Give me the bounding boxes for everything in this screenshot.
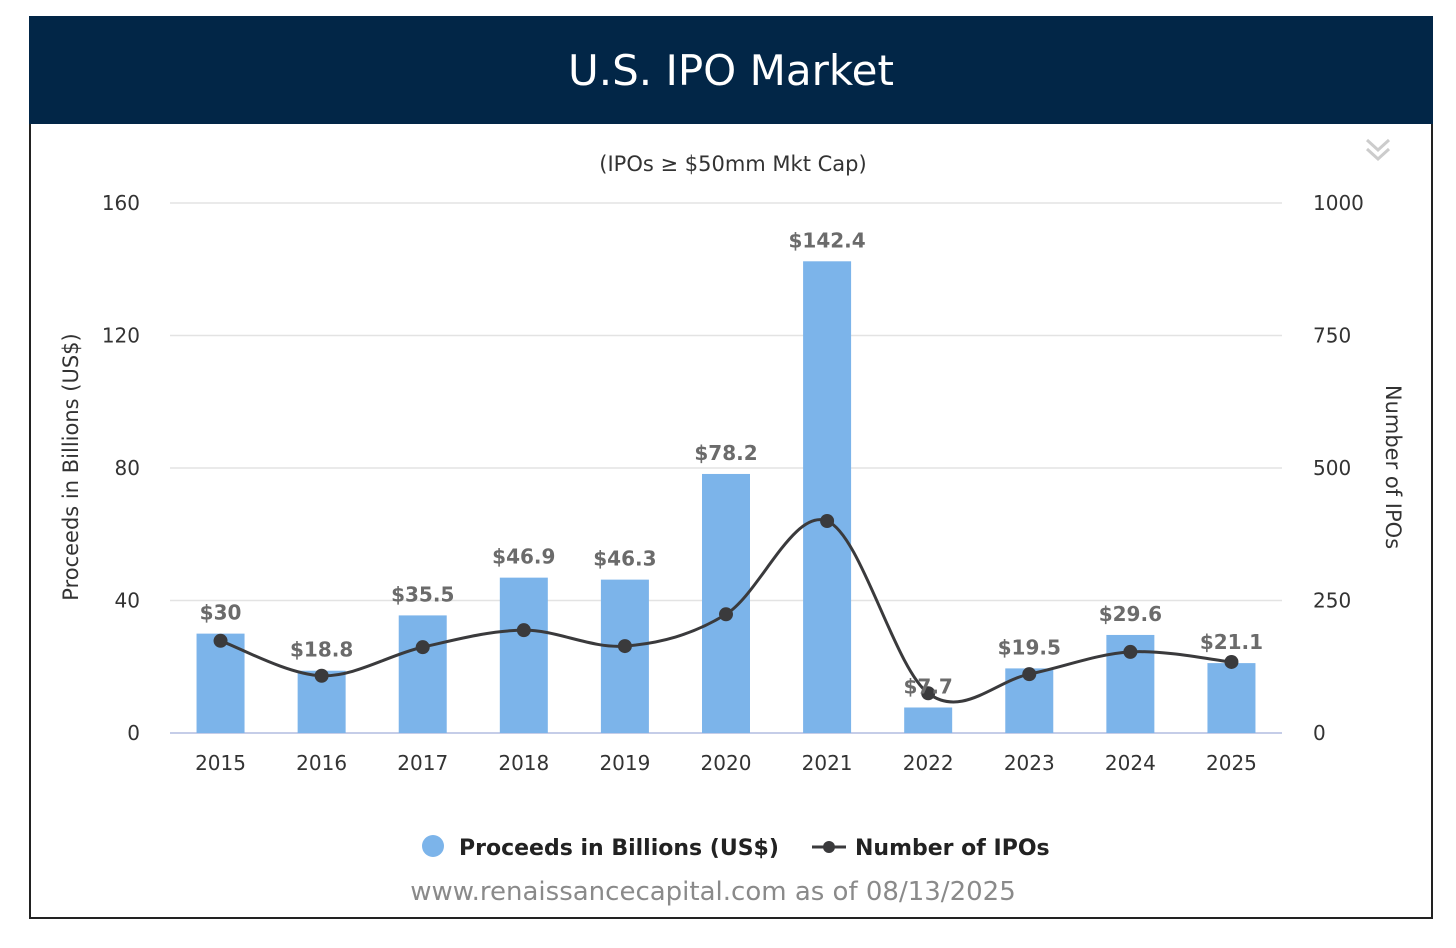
double-chevron-down-icon xyxy=(1365,138,1391,162)
ipo-count-point xyxy=(1224,654,1239,669)
x-tick-label: 2023 xyxy=(1004,751,1055,775)
y2-tick-label: 0 xyxy=(1313,721,1326,745)
ipo-count-point xyxy=(820,514,835,528)
legend-label: Number of IPOs xyxy=(855,836,1050,861)
y-tick-label: 40 xyxy=(115,589,140,613)
legend-item-ipos[interactable]: Number of IPOs xyxy=(812,836,1050,861)
data-label: $19.5 xyxy=(998,635,1061,659)
data-label: $46.9 xyxy=(492,545,555,569)
x-tick-label: 2016 xyxy=(296,751,347,775)
x-tick-label: 2019 xyxy=(599,751,650,775)
legend-marker xyxy=(823,841,835,853)
x-tick-label: 2015 xyxy=(195,751,246,775)
y2-tick-label: 1000 xyxy=(1313,191,1364,215)
ipo-count-point xyxy=(617,639,632,654)
bar xyxy=(499,577,548,733)
menu-button[interactable] xyxy=(1365,138,1391,162)
x-tick-label: 2021 xyxy=(802,751,853,775)
y-tick-label: 160 xyxy=(102,191,140,215)
ipo-count-line xyxy=(220,518,1232,704)
bar xyxy=(702,473,750,733)
y-tick-label: 80 xyxy=(115,456,140,480)
source-note: www.renaissancecapital.com as of 08/13/2… xyxy=(410,877,1016,907)
legend-label: Proceeds in Billions (US$) xyxy=(459,836,779,861)
data-label: $30 xyxy=(200,601,242,625)
bar xyxy=(196,633,245,733)
data-label: $7.7 xyxy=(904,674,953,698)
x-tick-label: 2024 xyxy=(1105,751,1156,775)
legend-bar-swatch xyxy=(422,835,444,857)
y-tick-label: 0 xyxy=(127,721,140,745)
ipo-count-point xyxy=(314,668,329,683)
data-label: $142.4 xyxy=(788,228,865,252)
legend-item-proceeds[interactable]: Proceeds in Billions (US$) xyxy=(422,835,779,861)
ipo-count-point xyxy=(516,623,531,638)
x-tick-label: 2017 xyxy=(397,751,448,775)
bar xyxy=(600,579,649,733)
ipo-count-point xyxy=(719,607,733,622)
chart-title: U.S. IPO Market xyxy=(29,16,1433,124)
y2-axis-label: Number of IPOs xyxy=(1381,385,1405,549)
bar xyxy=(904,707,953,733)
data-label: $46.3 xyxy=(593,547,656,571)
y2-tick-label: 750 xyxy=(1313,324,1351,348)
data-label: $78.2 xyxy=(694,441,757,465)
legend: Proceeds in Billions (US$) Number of IPO… xyxy=(422,835,1050,861)
data-label: $35.5 xyxy=(391,582,454,606)
bar xyxy=(803,261,852,733)
data-label: $29.6 xyxy=(1099,602,1162,626)
y-axis-label: Proceeds in Billions (US$) xyxy=(59,333,83,600)
ipo-count-point xyxy=(921,686,936,701)
bar xyxy=(398,615,447,733)
ipo-count-point xyxy=(415,640,430,655)
bar xyxy=(1207,663,1256,733)
ipo-count-point xyxy=(213,633,228,648)
x-tick-label: 2025 xyxy=(1206,751,1257,775)
y2-tick-label: 250 xyxy=(1313,589,1351,613)
ipo-count-point xyxy=(1123,644,1138,659)
data-label: $21.1 xyxy=(1200,630,1263,654)
data-label: $18.8 xyxy=(290,638,353,662)
y2-tick-label: 500 xyxy=(1313,456,1351,480)
ipo-count-point xyxy=(1022,667,1037,682)
chart-subtitle: (IPOs ≥ $50mm Mkt Cap) xyxy=(599,152,866,176)
y-tick-label: 120 xyxy=(102,324,140,348)
x-tick-label: 2020 xyxy=(701,751,752,775)
x-tick-label: 2022 xyxy=(903,751,954,775)
x-tick-label: 2018 xyxy=(498,751,549,775)
